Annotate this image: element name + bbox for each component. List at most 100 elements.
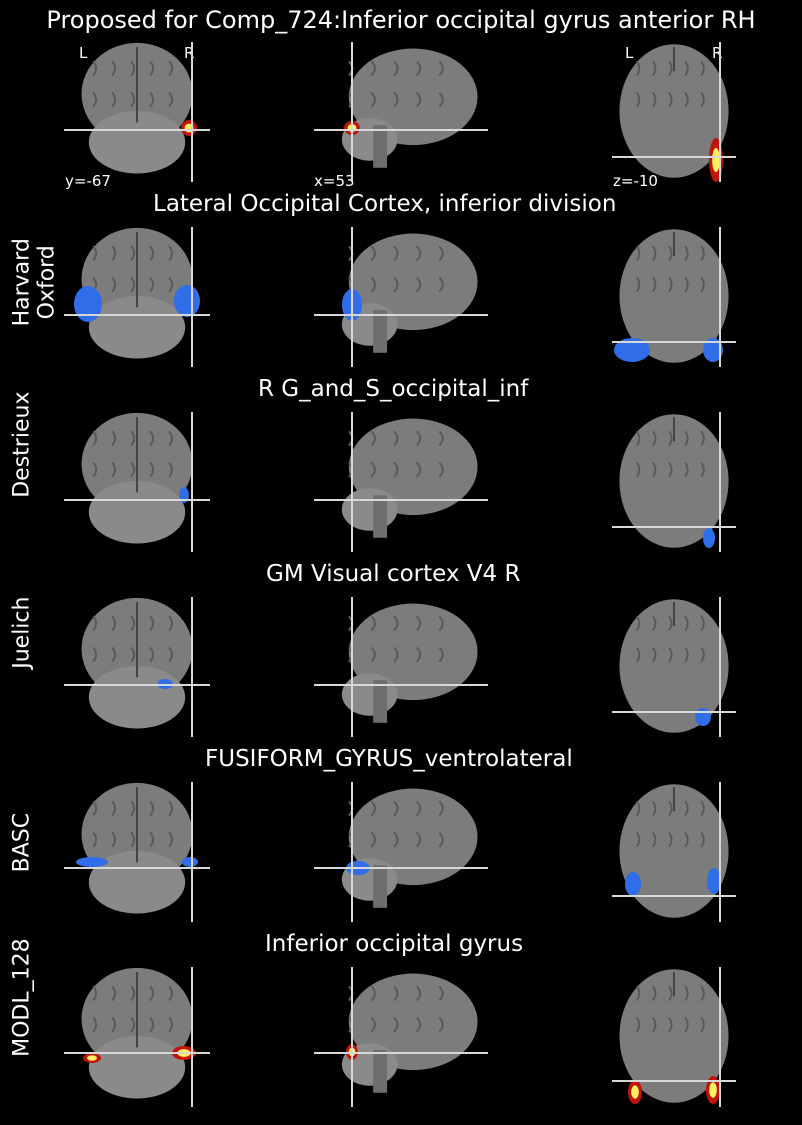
axial-brain-slice: [619, 969, 729, 1103]
sulcus: [393, 800, 399, 817]
sulcus: [168, 615, 174, 632]
sulcus: [438, 985, 444, 1002]
sulcus: [111, 615, 117, 632]
sulcus: [635, 800, 641, 817]
sulcus: [635, 461, 641, 478]
sulcus: [168, 276, 174, 293]
axial-panel-row-3: [612, 597, 736, 737]
sulcus: [111, 60, 117, 77]
atlas-label-modl: MODL_128: [9, 938, 35, 1057]
sulcus: [393, 91, 399, 108]
sulcus: [370, 800, 376, 817]
sagittal-panel-row-1: [314, 227, 488, 367]
sulcus: [130, 276, 136, 293]
axial-slice: [619, 969, 729, 1103]
sulcus: [168, 60, 174, 77]
sagittal-brain-slice: [341, 418, 478, 538]
sulcus: [370, 646, 376, 663]
sulcus: [700, 245, 705, 262]
sulcus: [652, 430, 657, 447]
sulcus: [415, 91, 422, 108]
axial-panel-row-4: [612, 782, 736, 922]
sulcus: [652, 831, 657, 848]
sagittal-brain-slice: [341, 48, 478, 168]
cerebellum: [88, 111, 186, 174]
coronal-brain-slice: [81, 42, 193, 174]
atlas-region-blob: [625, 872, 641, 896]
sulcus: [684, 60, 689, 77]
sagittal-coordinate-label: x=53: [314, 172, 355, 190]
sulcus: [130, 831, 136, 848]
region-title-juelich: GM Visual cortex V4 R: [266, 561, 521, 587]
sagittal-panel-row-0: [314, 42, 488, 182]
sulcus: [415, 430, 422, 447]
sulcus: [149, 276, 155, 293]
sulcus: [438, 60, 444, 77]
cerebellum: [341, 673, 398, 716]
sulcus: [130, 430, 136, 447]
sulcus: [684, 646, 689, 663]
sulcus: [168, 831, 174, 848]
sulcus: [130, 245, 136, 262]
sulcus: [635, 91, 641, 108]
sulcus: [415, 646, 422, 663]
sulcus: [168, 646, 174, 663]
axial-slice: [619, 599, 729, 733]
axial-right-marker: R: [712, 44, 723, 62]
sulcus: [130, 461, 136, 478]
sulcus: [111, 800, 117, 817]
sulcus: [668, 800, 673, 817]
sulcus: [652, 985, 657, 1002]
brainstem: [373, 125, 388, 168]
sulcus: [438, 245, 444, 262]
sulcus: [92, 461, 98, 478]
sulcus: [635, 60, 641, 77]
sulcus: [370, 461, 376, 478]
sulcus: [700, 1016, 705, 1033]
axial-slice: [619, 229, 729, 363]
atlas-region-blob: [174, 285, 200, 317]
sulcus: [130, 91, 136, 108]
sulcus: [130, 985, 136, 1002]
sulcus: [111, 646, 117, 663]
sulcus: [635, 831, 641, 848]
sulcus: [652, 276, 657, 293]
sulcus: [168, 1016, 174, 1033]
sulcus: [652, 800, 657, 817]
axial-slice: [619, 414, 729, 548]
coronal-panel-row-5: [64, 967, 210, 1107]
sulcus: [438, 831, 444, 848]
axial-brain-slice: [619, 599, 729, 733]
brainstem: [373, 495, 388, 538]
sulcus: [668, 91, 673, 108]
brainstem: [373, 865, 388, 908]
sulcus: [415, 800, 422, 817]
atlas-label-juelich: Juelich: [9, 596, 35, 669]
sulcus: [668, 831, 673, 848]
axial-panel-row-0: [612, 42, 736, 182]
sulcus: [635, 1016, 641, 1033]
sulcus: [652, 461, 657, 478]
sagittal-brain-slice: [341, 233, 478, 353]
sulcus: [635, 615, 641, 632]
region-title-basc: FUSIFORM_GYRUS_ventrolateral: [205, 746, 573, 772]
sulcus: [130, 800, 136, 817]
region-title-modl: Inferior occipital gyrus: [265, 931, 524, 957]
sulcus: [652, 245, 657, 262]
coronal-panel-row-4: [64, 782, 210, 922]
sulcus: [415, 60, 422, 77]
sulcus: [415, 245, 422, 262]
sulcus: [700, 461, 705, 478]
sulcus: [700, 91, 705, 108]
sulcus: [635, 276, 641, 293]
sulcus: [393, 831, 399, 848]
sulcus: [668, 985, 673, 1002]
sulcus: [111, 430, 117, 447]
sulcus: [438, 1016, 444, 1033]
atlas-region-blob: [695, 708, 711, 726]
axial-slice: [619, 44, 729, 178]
sulcus: [652, 646, 657, 663]
sulcus: [149, 91, 155, 108]
sulcus: [668, 276, 673, 293]
sulcus: [370, 245, 376, 262]
